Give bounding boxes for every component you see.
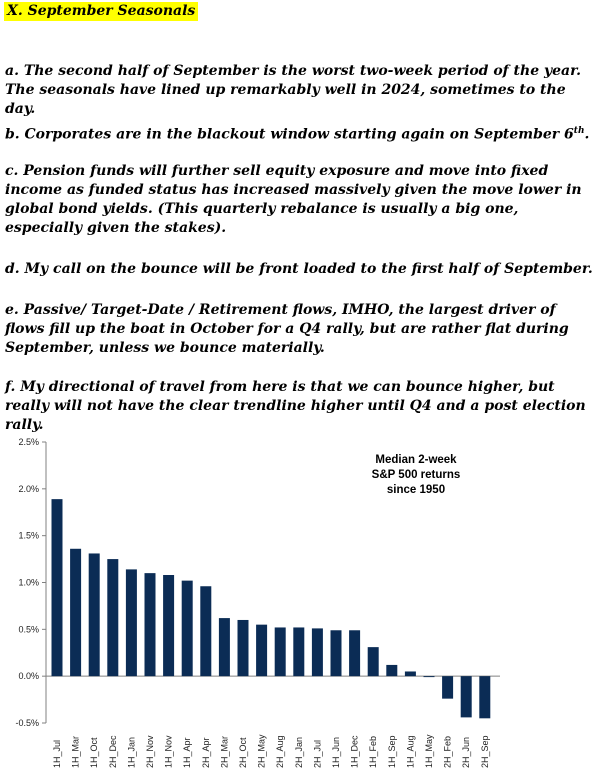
x-tick-label: 1H_Jun [331,737,341,768]
paragraph-b: b. Corporates are in the blackout window… [5,122,593,145]
paragraph-a: a. The second half of September is the w… [5,63,582,117]
chart-title-line: Median 2-week [375,454,457,466]
bar-1h-jan [125,569,137,677]
bar-1h-may [423,676,435,678]
x-tick-label: 1H_Sep [387,735,397,768]
bar-2h-nov [144,573,156,677]
bar-1h-apr [181,580,193,677]
x-tick-label: 1H_Aug [405,735,415,768]
y-tick-label: 1.0% [18,578,39,588]
bar-1h-mar [70,548,82,677]
bar-2h-jan [293,627,305,677]
x-tick-label: 1H_May [424,734,434,768]
x-tick-label: 1H_Jul [52,740,62,768]
bar-2h-mar [218,618,230,677]
bar-1h-feb [367,647,379,677]
paragraph-d: d. My call on the bounce will be front l… [5,261,593,277]
x-tick-label: 2H_Jul [312,740,322,768]
bar-1h-oct [88,553,100,677]
bar-2h-jul [311,628,323,677]
x-tick-label: 2H_Jan [294,737,304,768]
section-heading: X. September Seasonals [4,2,199,21]
x-tick-label: 1H_Mar [71,736,81,768]
bar-1h-nov [163,575,175,677]
x-tick-label: 2H_Mar [219,736,229,768]
x-tick-label: 2H_Dec [108,735,118,768]
x-tick-label: 2H_Feb [443,736,453,768]
x-tick-label: 1H_Nov [164,735,174,768]
x-tick-label: 2H_Sep [480,735,490,768]
y-tick-label: 0.0% [18,671,39,681]
x-tick-label: 2H_Aug [275,735,285,768]
bar-2h-may [256,624,268,677]
bar-2h-dec [107,559,119,677]
y-tick-label: 1.5% [18,531,39,541]
bar-2h-jun [460,676,472,718]
chart-title-line: since 1950 [387,484,445,496]
x-tick-label: 1H_Apr [182,737,192,768]
paragraph-b-superscript: th [573,126,585,136]
x-tick-label: 2H_May [257,734,267,768]
paragraph-f: f. My directional of travel from here is… [5,379,586,433]
paragraph-b-end: . [584,126,590,143]
x-tick-label: 2H_Apr [201,737,211,768]
y-tick-label: 2.5% [18,437,39,447]
y-tick-label: 2.0% [18,484,39,494]
x-tick-label: 2H_Jun [461,737,471,768]
bar-1h-sep [386,664,398,677]
bar-2h-aug [274,627,286,677]
seasonal-returns-chart: 2.5% 2.0% 1.5% 1.0% 0.5% 0.0% -0.5% 1H_Jul 1H_Ma… [15,437,500,768]
paragraph-e: e. Passive/ Target-Date / Retirement flo… [5,302,569,356]
x-tick-label: 1H_Feb [368,736,378,768]
x-tick-label: 1H_Dec [350,735,360,768]
bar-2h-oct [237,619,249,677]
x-tick-label: 2H_Oct [238,737,248,768]
y-tick-label: 0.5% [18,624,39,634]
y-tick-label: -0.5% [15,718,39,728]
bar-1h-dec [349,630,361,677]
chart-title-line: S&P 500 returns [372,469,461,481]
bar-2h-apr [200,586,212,677]
x-tick-label: 2H_Nov [145,735,155,768]
paragraph-c: c. Pension funds will further sell equit… [5,163,582,236]
bar-2h-sep [479,676,491,719]
bar-1h-jun [330,630,342,677]
bar-2h-feb [442,676,454,699]
x-tick-label: 1H_Jan [126,737,136,768]
paragraph-b-text: b. Corporates are in the blackout window… [5,126,574,143]
bar-1h-aug [404,671,416,677]
bar-1h-jul [51,499,63,677]
x-tick-label: 1H_Oct [89,737,99,768]
